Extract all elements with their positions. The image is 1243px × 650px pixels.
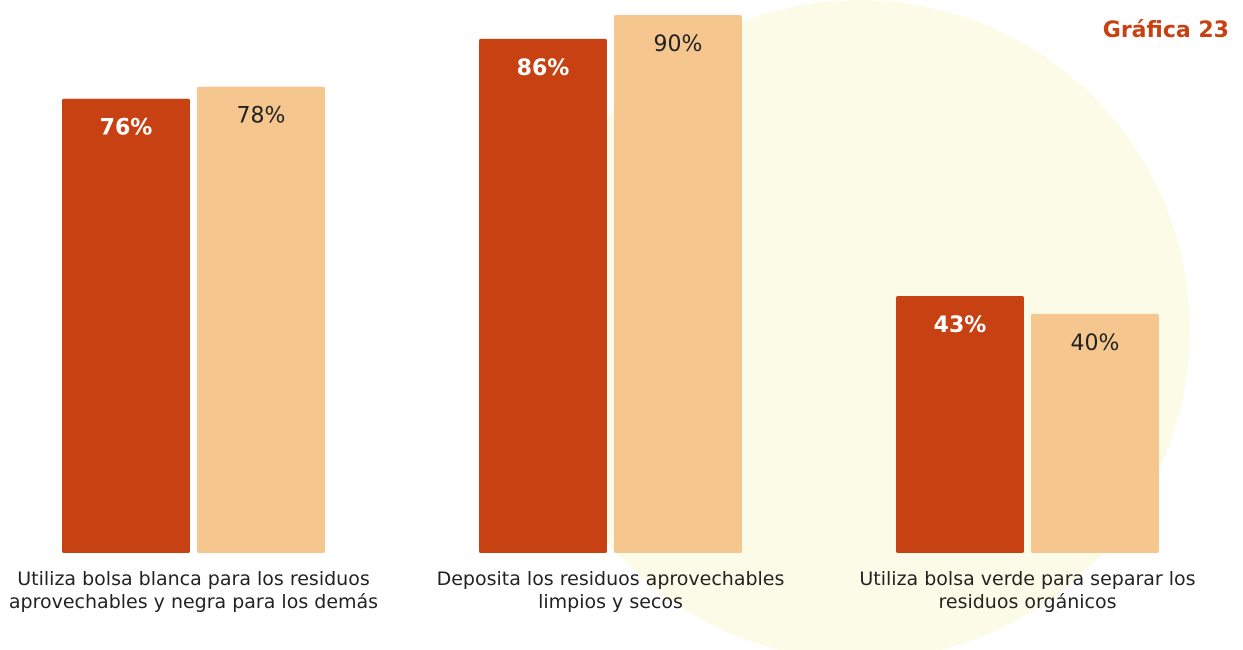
x-tick-label: Utiliza bolsa verde para separar los res… [859, 568, 1196, 613]
bar [896, 295, 1024, 553]
value-label: 86% [517, 56, 570, 81]
bar [479, 38, 607, 553]
value-label: 43% [934, 313, 987, 338]
bar [1031, 313, 1159, 553]
bar [62, 98, 190, 553]
x-tick-label: Utiliza bolsa blanca para los residuos a… [8, 568, 379, 613]
x-tick-label: Deposita los residuos aprovechables limp… [436, 568, 785, 613]
value-label: 40% [1071, 331, 1120, 356]
chart-title: Gráfica 23 [1102, 18, 1229, 43]
bar [197, 86, 325, 553]
value-label: 90% [654, 32, 703, 57]
bar [614, 15, 742, 553]
value-label: 76% [100, 116, 153, 141]
value-label: 78% [237, 104, 286, 129]
